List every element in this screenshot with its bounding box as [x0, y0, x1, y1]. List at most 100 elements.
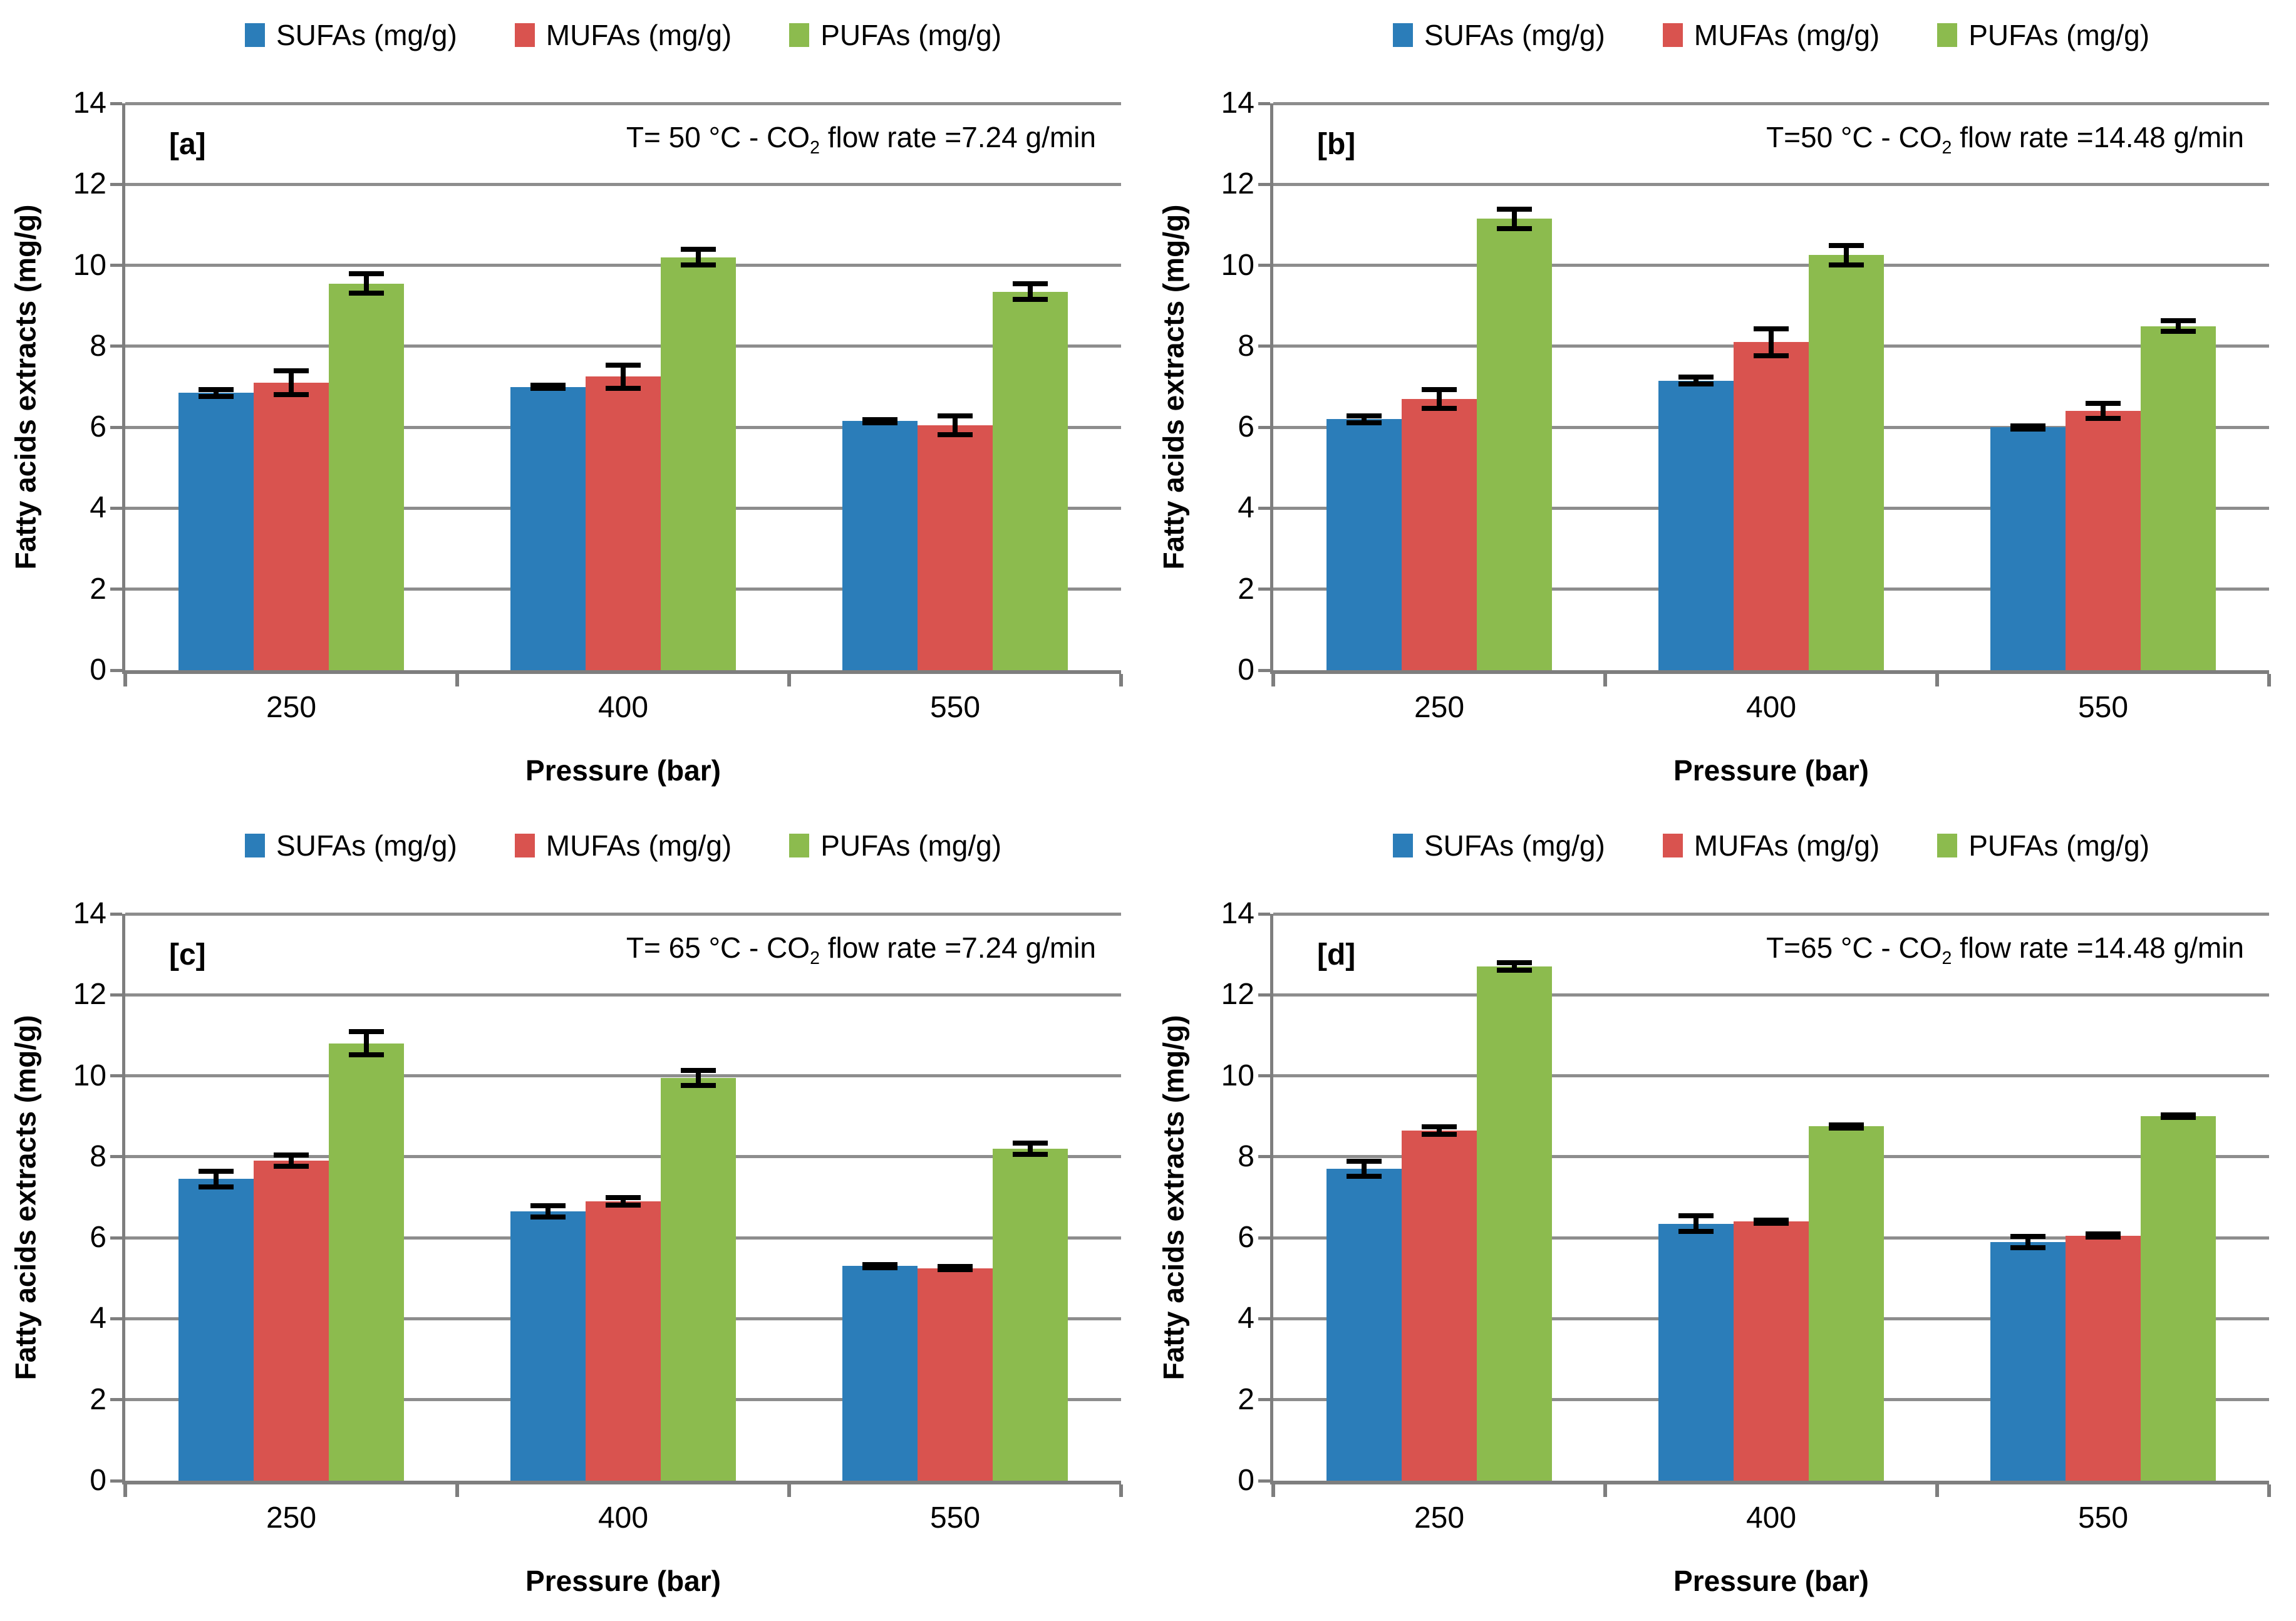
error-bar-mufas-550	[2086, 1231, 2121, 1240]
x-axis-line	[122, 670, 1121, 674]
error-stem	[1437, 386, 1442, 412]
error-bar-pufas-250	[1497, 206, 1532, 231]
y-axis-line	[122, 914, 125, 1484]
x-tick	[1119, 674, 1123, 686]
y-tick-label: 12	[1221, 978, 1254, 1012]
y-tick-label: 4	[90, 1302, 106, 1335]
bar-mufas-250	[1402, 398, 1477, 670]
error-stem	[1437, 1124, 1442, 1137]
x-tick-label: 250	[266, 691, 317, 724]
legend: SUFAs (mg/g) MUFAs (mg/g) PUFAs (mg/g)	[1273, 16, 2269, 54]
error-bar-pufas-400	[681, 1067, 716, 1088]
x-tick-label: 400	[1745, 691, 1797, 724]
panel-title-post: flow rate =7.24 g/min	[819, 931, 1096, 964]
gridline	[125, 101, 1121, 105]
gridline	[1273, 993, 2269, 997]
bar-mufas-550	[918, 425, 993, 670]
y-tick	[1258, 1236, 1270, 1240]
legend: SUFAs (mg/g) MUFAs (mg/g) PUFAs (mg/g)	[1273, 827, 2269, 864]
bar-pufas-550	[2141, 326, 2216, 670]
error-bar-pufas-550	[2161, 318, 2196, 334]
bar-sufas-550	[842, 1266, 918, 1481]
y-tick	[110, 668, 122, 672]
bar-sufas-250	[178, 1179, 254, 1481]
error-stem	[953, 413, 958, 438]
y-tick-label: 8	[90, 1139, 106, 1173]
y-tick	[110, 588, 122, 591]
x-tick	[1935, 1484, 1939, 1497]
error-stem	[1512, 206, 1517, 231]
y-tick	[1258, 182, 1270, 186]
mufas-swatch-icon	[514, 834, 535, 857]
x-axis-title: Pressure (bar)	[525, 754, 721, 787]
legend-label-sufas: SUFAs (mg/g)	[1424, 19, 1605, 51]
x-tick-label: 550	[2077, 691, 2129, 724]
x-tick	[1271, 1484, 1275, 1497]
y-tick-label: 2	[90, 572, 106, 606]
error-stem	[877, 417, 882, 425]
x-axis-title: Pressure (bar)	[1673, 754, 1869, 787]
y-tick	[1258, 264, 1270, 267]
panel-label: [a]	[169, 128, 206, 161]
y-tick-label: 14	[73, 86, 106, 120]
y-tick-label: 10	[73, 248, 106, 282]
error-stem	[546, 383, 551, 391]
y-tick-label: 12	[1221, 167, 1254, 201]
panel-title-subscript: 2	[810, 948, 820, 969]
x-tick	[123, 674, 127, 686]
y-tick-label: 4	[90, 491, 106, 525]
bar-pufas-400	[661, 257, 736, 670]
panel-title: T=65 °C - CO2 flow rate =14.48 g/min	[1766, 930, 2244, 976]
x-axis-line	[1270, 1481, 2269, 1484]
error-bar-pufas-400	[1829, 243, 1864, 267]
legend-item-sufas: SUFAs (mg/g)	[1392, 16, 1605, 54]
legend-item-pufas: PUFAs (mg/g)	[789, 16, 1001, 54]
legend-item-pufas: PUFAs (mg/g)	[1937, 16, 2149, 54]
bar-sufas-550	[1990, 1241, 2066, 1481]
legend-item-sufas: SUFAs (mg/g)	[244, 827, 457, 864]
legend-item-sufas: SUFAs (mg/g)	[244, 16, 457, 54]
error-bar-mufas-400	[1754, 326, 1789, 359]
y-tick-label: 14	[1221, 86, 1254, 120]
bar-mufas-400	[1734, 342, 1809, 670]
error-stem	[1769, 326, 1774, 359]
y-tick-label: 8	[1238, 1139, 1254, 1173]
x-tick	[1935, 674, 1939, 686]
error-bar-sufas-400	[1678, 375, 1714, 387]
y-tick-label: 12	[73, 167, 106, 201]
gridline	[125, 1074, 1121, 1078]
error-bar-sufas-250	[1347, 1159, 1382, 1179]
y-tick	[110, 1155, 122, 1159]
panel-title-pre: T= 50 °C - CO	[626, 121, 810, 153]
error-bar-pufas-400	[1829, 1122, 1864, 1131]
panel-title: T= 50 °C - CO2 flow rate =7.24 g/min	[626, 120, 1096, 165]
error-stem	[546, 1203, 551, 1220]
error-bar-sufas-250	[199, 1169, 234, 1189]
error-bar-sufas-250	[199, 386, 234, 399]
error-stem	[1362, 1159, 1367, 1179]
y-tick-label: 4	[1238, 1302, 1254, 1335]
x-tick-label: 400	[597, 691, 649, 724]
bar-pufas-250	[1477, 219, 1552, 670]
error-stem	[364, 271, 369, 296]
error-stem	[953, 1264, 958, 1273]
x-tick-label: 400	[1745, 1501, 1797, 1535]
x-tick-label: 550	[929, 1501, 981, 1535]
error-stem	[364, 1029, 369, 1058]
y-tick	[1258, 344, 1270, 348]
y-tick-label: 14	[73, 897, 106, 930]
y-tick	[110, 993, 122, 997]
y-tick-label: 12	[73, 978, 106, 1012]
x-tick	[1603, 674, 1607, 686]
mufas-swatch-icon	[1662, 834, 1683, 857]
legend-label-mufas: MUFAs (mg/g)	[546, 829, 732, 862]
y-tick-label: 2	[1238, 572, 1254, 606]
error-stem	[696, 1067, 701, 1088]
pufas-swatch-icon	[1937, 23, 1958, 47]
panel-title: T=50 °C - CO2 flow rate =14.48 g/min	[1766, 120, 2244, 165]
bar-mufas-250	[254, 1161, 329, 1481]
error-stem	[289, 368, 294, 397]
bar-mufas-550	[2066, 1235, 2141, 1481]
